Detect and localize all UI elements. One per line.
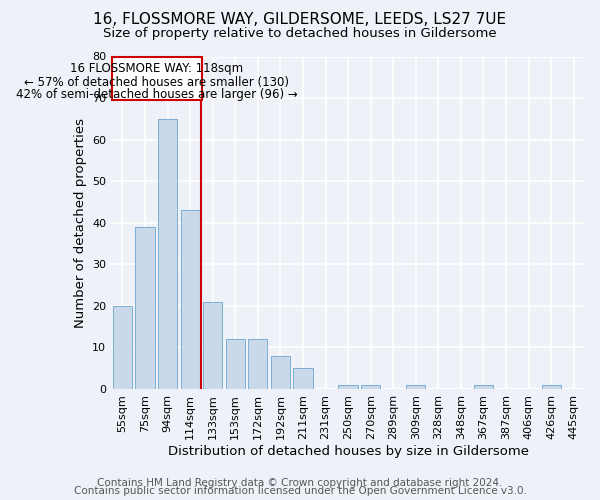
Text: ← 57% of detached houses are smaller (130): ← 57% of detached houses are smaller (13… [24, 76, 289, 89]
Bar [338, 385, 358, 389]
Text: Contains public sector information licensed under the Open Government Licence v3: Contains public sector information licen… [74, 486, 526, 496]
X-axis label: Distribution of detached houses by size in Gildersome: Distribution of detached houses by size … [167, 444, 529, 458]
Bar [203, 302, 222, 389]
FancyBboxPatch shape [112, 56, 202, 100]
Bar [271, 356, 290, 389]
Text: 16, FLOSSMORE WAY, GILDERSOME, LEEDS, LS27 7UE: 16, FLOSSMORE WAY, GILDERSOME, LEEDS, LS… [94, 12, 506, 28]
Bar [293, 368, 313, 389]
Bar [406, 385, 425, 389]
Bar [113, 306, 132, 389]
Text: Contains HM Land Registry data © Crown copyright and database right 2024.: Contains HM Land Registry data © Crown c… [97, 478, 503, 488]
Text: 42% of semi-detached houses are larger (96) →: 42% of semi-detached houses are larger (… [16, 88, 298, 101]
Bar [136, 227, 155, 389]
Bar [158, 119, 177, 389]
Bar [226, 339, 245, 389]
Bar [181, 210, 200, 389]
Bar [542, 385, 561, 389]
Bar [361, 385, 380, 389]
Text: 16 FLOSSMORE WAY: 118sqm: 16 FLOSSMORE WAY: 118sqm [70, 62, 243, 74]
Bar [248, 339, 268, 389]
Text: Size of property relative to detached houses in Gildersome: Size of property relative to detached ho… [103, 28, 497, 40]
Bar [474, 385, 493, 389]
Y-axis label: Number of detached properties: Number of detached properties [74, 118, 86, 328]
